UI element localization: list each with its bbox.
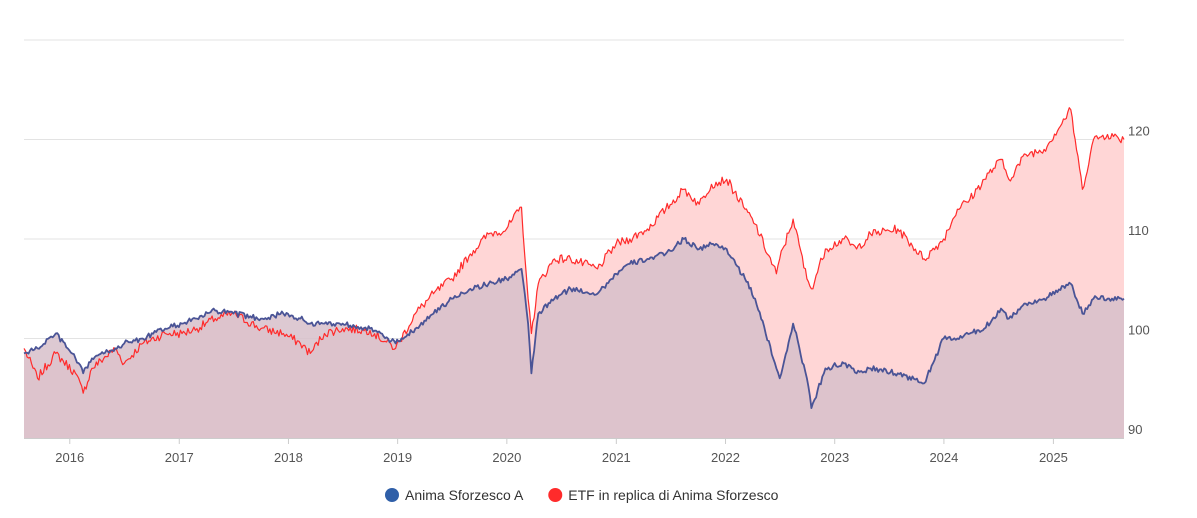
x-tick-label: 2023: [820, 450, 849, 465]
y-tick-label: 110: [1128, 223, 1149, 238]
legend-item[interactable]: ETF in replica di Anima Sforzesco: [548, 487, 779, 503]
legend-item[interactable]: Anima Sforzesco A: [385, 487, 524, 503]
legend-label: Anima Sforzesco A: [405, 487, 524, 503]
x-axis: 2016 2017 2018 2019 2020 2021 2022 2023 2024 2025: [24, 438, 1124, 465]
area-anima-sforzesco-a: [24, 237, 1124, 438]
y-tick-label: 120: [1128, 124, 1150, 139]
legend: Anima Sforzesco A ETF in replica di Anima…: [385, 487, 779, 503]
series-areas: [24, 107, 1124, 438]
series-lines: [23, 107, 1125, 409]
line-anima-sforzesco-a: [23, 236, 1125, 409]
x-tick-label: 2021: [602, 450, 631, 465]
line-etf-in-replica-di-anima-sforzesco: [23, 107, 1125, 394]
y-tick-label: 90: [1128, 422, 1142, 437]
y-axis: 90 100 110 120: [1128, 124, 1150, 438]
x-tick-label: 2020: [492, 450, 521, 465]
legend-marker-icon: [548, 488, 563, 502]
legend-label: ETF in replica di Anima Sforzesco: [568, 487, 778, 503]
legend-marker-icon: [385, 488, 399, 502]
x-tick-label: 2018: [274, 450, 303, 465]
x-tick-label: 2025: [1039, 450, 1068, 465]
x-tick-label: 2016: [55, 450, 84, 465]
x-tick-label: 2024: [929, 450, 958, 465]
y-tick-label: 100: [1128, 323, 1150, 338]
x-tick-label: 2017: [165, 450, 194, 465]
x-tick-label: 2022: [711, 450, 740, 465]
x-tick-label: 2019: [383, 450, 412, 465]
